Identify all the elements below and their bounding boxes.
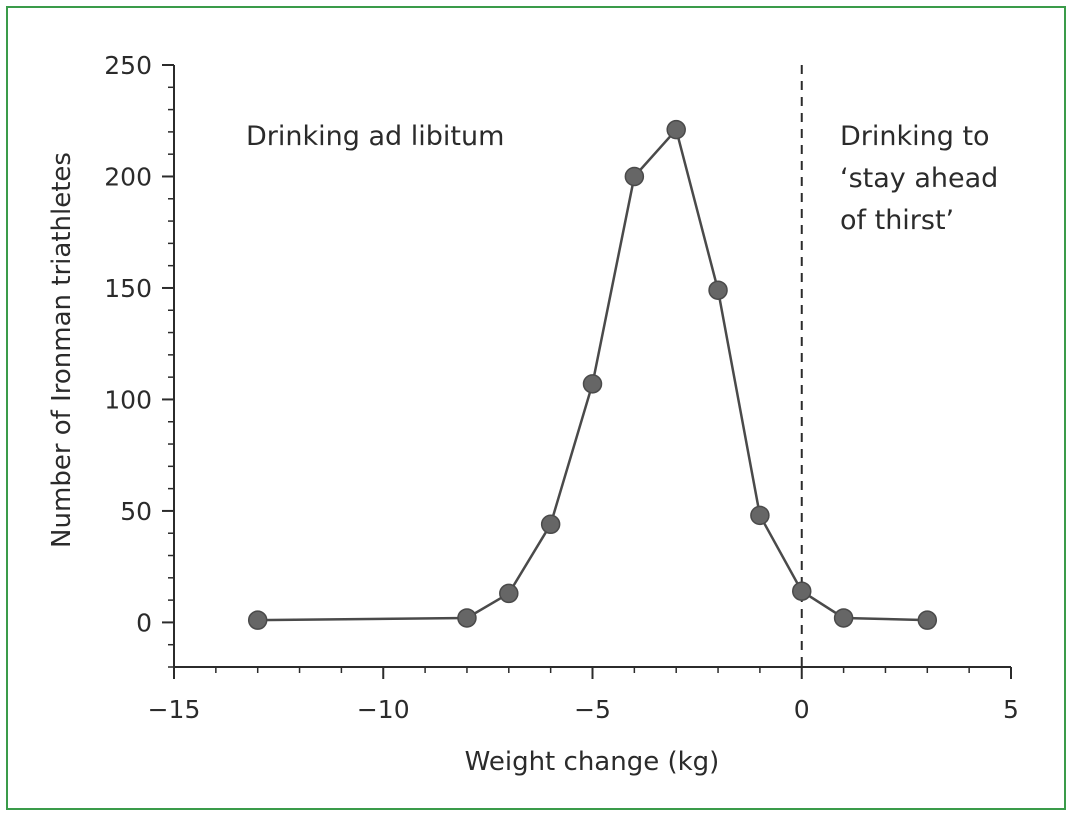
y-tick-label: 100: [104, 385, 152, 414]
data-point: [624, 166, 645, 187]
labels-group: Drinking ad libitum Drinking to ‘stay ahea…: [246, 121, 998, 236]
y-tick-label: 200: [104, 162, 152, 191]
x-tick-label: −15: [148, 695, 201, 724]
data-point: [540, 514, 561, 535]
chart-frame: [6, 6, 1066, 810]
annotation-stay-ahead: ‘stay ahead: [840, 163, 998, 194]
y-tick-label: 50: [120, 497, 152, 526]
data-point: [750, 505, 770, 526]
annotation-stay-ahead: Drinking to: [840, 121, 990, 152]
data-point: [457, 608, 477, 628]
data-point: [833, 608, 854, 628]
data-point: [247, 610, 268, 630]
data-point: [582, 374, 603, 394]
x-tick-label: 5: [1003, 695, 1019, 724]
annotation-stay-ahead: of thirst’: [840, 205, 954, 236]
data-point: [917, 610, 938, 630]
data-point: [499, 583, 519, 604]
y-tick-label: 250: [104, 51, 152, 80]
annotation-ad-libitum: Drinking ad libitum: [246, 121, 504, 152]
data-point: [708, 280, 728, 300]
series-group: [247, 119, 938, 630]
data-point: [666, 119, 686, 140]
axes: 0 50 100 150 200 250 −15 −10 −5 0 5: [104, 51, 1019, 724]
x-axis-title: Weight change (kg): [465, 747, 720, 777]
x-tick-label: −5: [574, 695, 611, 724]
y-tick-label: 0: [136, 608, 152, 637]
data-point: [792, 581, 812, 601]
y-tick-label: 150: [104, 274, 152, 303]
x-tick-label: −10: [357, 695, 410, 724]
x-tick-label: 0: [794, 695, 810, 724]
y-axis-title: Number of Ironman triathletes: [47, 152, 77, 548]
